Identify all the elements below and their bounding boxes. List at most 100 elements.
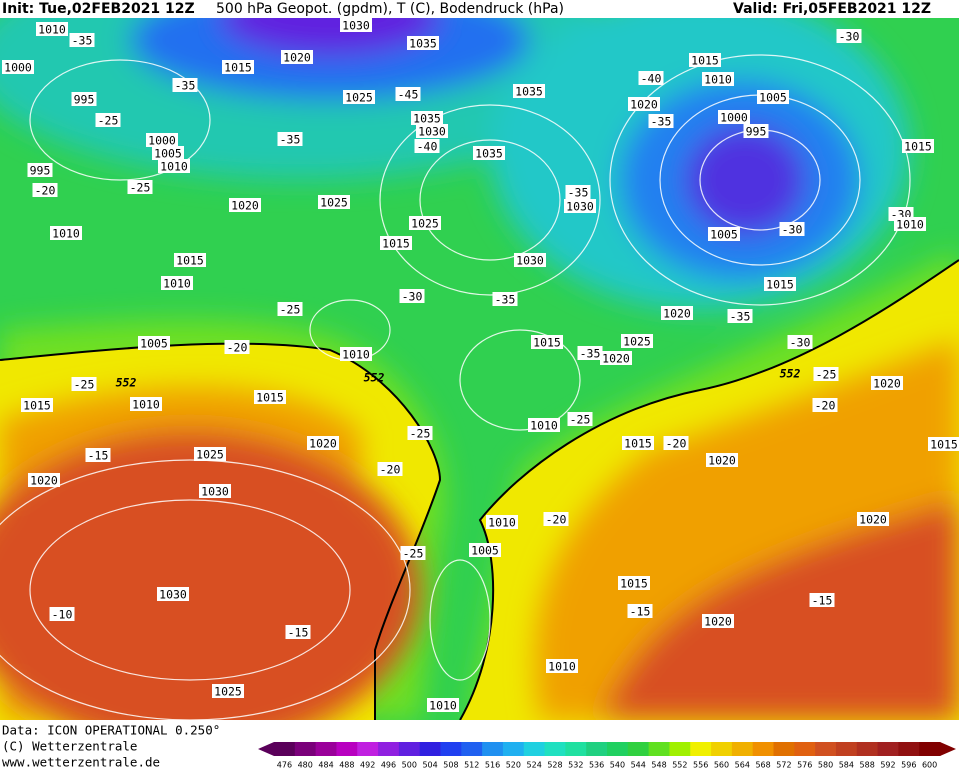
map-label: 1025 xyxy=(411,217,439,231)
map-label: -30 xyxy=(790,336,811,350)
map-label: 1015 xyxy=(533,336,561,350)
valid-time: Valid: Fri,05FEB2021 12Z xyxy=(733,1,931,17)
label-box xyxy=(689,53,721,67)
map-label: -35 xyxy=(730,310,751,324)
label-box xyxy=(486,515,518,529)
colorbar-label: 540 xyxy=(610,761,625,770)
label-box xyxy=(36,22,68,36)
label-box xyxy=(836,29,862,43)
map-label: -20 xyxy=(815,399,836,413)
label-box xyxy=(702,614,734,628)
field-red xyxy=(600,500,959,720)
map-label: 1020 xyxy=(663,307,691,321)
colorbar-swatch xyxy=(378,742,400,756)
label-box xyxy=(411,111,443,125)
map-label: 1035 xyxy=(409,37,437,51)
colorbar-swatch xyxy=(544,742,566,756)
colorbar-label: 560 xyxy=(714,761,729,770)
map-label: -25 xyxy=(410,427,431,441)
colorbar-label: 500 xyxy=(402,761,417,770)
colorbar-label: 544 xyxy=(631,761,646,770)
label-box xyxy=(71,92,97,106)
colorbar-swatch xyxy=(669,742,691,756)
map-label: 1015 xyxy=(382,237,410,251)
label-box xyxy=(648,114,674,128)
map-label: 1020 xyxy=(30,474,58,488)
label-box xyxy=(528,418,560,432)
map-label: -15 xyxy=(812,594,833,608)
colorbar-swatch xyxy=(398,742,421,756)
map-label: -40 xyxy=(641,72,662,86)
map-label: 1005 xyxy=(471,544,499,558)
label-box xyxy=(71,377,97,391)
map-label: 1010 xyxy=(132,398,160,412)
label-box xyxy=(285,625,311,639)
label-box xyxy=(708,227,740,241)
map-label: 1030 xyxy=(566,200,594,214)
label-box xyxy=(130,397,162,411)
map-label: 1010 xyxy=(160,160,188,174)
map-label: -30 xyxy=(782,223,803,237)
colorbar-label: 556 xyxy=(693,761,708,770)
map-label: 1010 xyxy=(429,699,457,713)
label-box xyxy=(174,253,206,267)
label-box xyxy=(138,336,170,350)
label-box xyxy=(254,390,286,404)
colorbar-swatch xyxy=(919,742,941,756)
map-label: -20 xyxy=(666,437,687,451)
label-box xyxy=(69,33,95,47)
map-label: -20 xyxy=(380,463,401,477)
map-label: 1000 xyxy=(4,61,32,75)
map-label: 1030 xyxy=(418,125,446,139)
colorbar-swatch xyxy=(773,742,795,756)
label-box xyxy=(514,253,546,267)
label-box xyxy=(928,437,959,451)
label-box xyxy=(158,159,190,173)
label-box xyxy=(161,276,193,290)
map-label: -35 xyxy=(175,79,196,93)
colorbar-swatch xyxy=(461,742,483,756)
map-label: -25 xyxy=(98,114,119,128)
map-label: 1025 xyxy=(196,448,224,462)
label-box xyxy=(702,72,734,86)
label-box xyxy=(194,447,226,461)
colorbar-label: 480 xyxy=(298,761,313,770)
map-label: -30 xyxy=(839,30,860,44)
label-box xyxy=(764,277,796,291)
label-box xyxy=(427,698,459,712)
colorbar-label: 496 xyxy=(381,761,396,770)
map-label: 1015 xyxy=(766,278,794,292)
colorbar-label: 576 xyxy=(797,761,812,770)
label-box xyxy=(661,306,693,320)
map-label: 1015 xyxy=(256,391,284,405)
map-label: 1030 xyxy=(516,254,544,268)
map-label: -15 xyxy=(88,449,109,463)
colorbar-end xyxy=(258,742,274,756)
colorbar-label: 580 xyxy=(818,761,833,770)
map-label: -35 xyxy=(580,347,601,361)
map-label: 1015 xyxy=(904,140,932,154)
label-box xyxy=(281,50,313,64)
map-label: -35 xyxy=(280,133,301,147)
label-box xyxy=(127,180,153,194)
colorbar-swatch xyxy=(357,742,379,756)
map-label: -30 xyxy=(402,290,423,304)
map-label: 1020 xyxy=(309,437,337,451)
colorbar-swatch xyxy=(565,742,587,756)
label-box xyxy=(146,133,178,147)
label-box xyxy=(546,659,578,673)
colorbar-label: 512 xyxy=(464,761,479,770)
colorbar-swatch xyxy=(898,742,920,756)
colorbar-swatch xyxy=(877,742,899,756)
map-label: 1030 xyxy=(342,19,370,33)
contour-label: 552 xyxy=(780,367,801,381)
colorbar-swatch xyxy=(835,742,858,756)
label-box xyxy=(543,512,569,526)
map-label: 1010 xyxy=(488,516,516,530)
map-label: -20 xyxy=(227,341,248,355)
map-label: 1020 xyxy=(704,615,732,629)
colorbar-swatch xyxy=(752,742,774,756)
colorbar-label: 520 xyxy=(506,761,521,770)
